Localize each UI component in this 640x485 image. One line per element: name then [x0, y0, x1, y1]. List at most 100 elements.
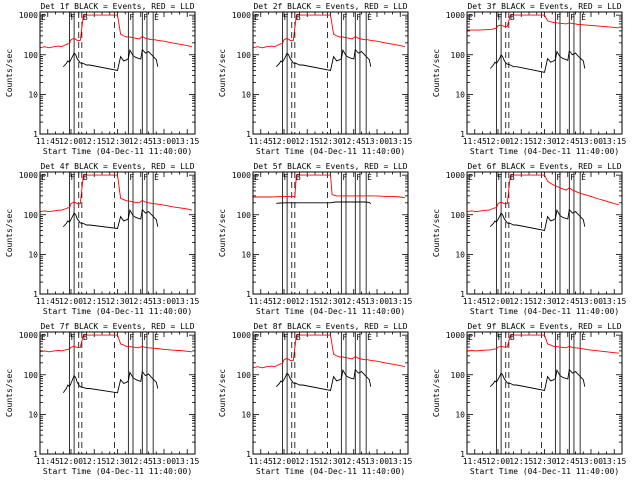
state-marker-label: F — [342, 13, 347, 22]
x-tick-label: 11:45 — [463, 457, 487, 466]
x-tick-label: 12:00 — [486, 297, 510, 306]
x-tick-label: 13:00 — [152, 137, 176, 146]
state-marker-label: F — [570, 333, 575, 342]
y-tick-label: 1000 — [232, 11, 251, 20]
state-marker-label: F — [283, 173, 288, 182]
panel-title: Det 8f BLACK = Events, RED = LLD — [253, 322, 407, 331]
y-tick-label: 1 — [246, 290, 251, 299]
state-marker-label: B — [83, 13, 88, 22]
x-tick-label: 11:45 — [249, 457, 273, 466]
x-tick-label: 12:15 — [82, 457, 106, 466]
x-tick-label: 13:15 — [175, 297, 199, 306]
state-marker-label: F — [70, 13, 75, 22]
panel-title: Det 9f BLACK = Events, RED = LLD — [467, 322, 621, 331]
x-tick-label: 13:15 — [388, 457, 412, 466]
x-axis-label: Start Time (04-Dec-11 11:40:00) — [256, 307, 405, 316]
state-marker-label: B — [296, 333, 301, 342]
x-tick-label: 12:15 — [509, 137, 533, 146]
x-tick-label: 11:45 — [463, 137, 487, 146]
state-marker-label: F — [497, 333, 502, 342]
x-tick-label: 13:00 — [579, 457, 603, 466]
y-axis-label: Counts/sec — [432, 209, 441, 257]
state-marker-label: E — [468, 333, 473, 342]
x-tick-label: 12:00 — [59, 137, 83, 146]
series-line-lld — [252, 14, 406, 49]
plot-frame — [466, 11, 623, 135]
state-marker-label: F — [129, 333, 134, 342]
state-marker-label: E — [581, 173, 586, 182]
x-tick-label: 11:45 — [249, 297, 273, 306]
x-tick-label: 11:45 — [36, 297, 60, 306]
y-tick-label: 100 — [451, 51, 466, 60]
state-marker-label: E — [41, 173, 46, 182]
series-line-lld — [466, 334, 619, 354]
y-axis-label: Counts/sec — [218, 369, 227, 417]
x-axis-label: Start Time (04-Dec-11 11:40:00) — [256, 467, 405, 476]
x-tick-label: 12:30 — [532, 457, 556, 466]
y-tick-label: 100 — [237, 211, 252, 220]
series-line-lld — [39, 334, 192, 353]
state-marker-label: E — [468, 13, 473, 22]
series-line-events — [275, 48, 372, 72]
state-marker-label: E — [367, 333, 372, 342]
x-tick-label: 11:45 — [249, 137, 273, 146]
state-marker-label: B — [510, 173, 515, 182]
x-tick-label: 13:00 — [152, 457, 176, 466]
state-marker-label: F — [143, 173, 148, 182]
y-tick-label: 1000 — [232, 331, 251, 340]
plot-frame — [252, 171, 409, 295]
plot-frame — [252, 331, 409, 455]
x-tick-label: 12:45 — [129, 297, 153, 306]
state-marker-label: B — [510, 333, 515, 342]
x-tick-label: 12:45 — [129, 137, 153, 146]
x-tick-label: 12:15 — [509, 297, 533, 306]
panel-7: Det 7f BLACK = Events, RED = LLD Counts/s… — [5, 322, 199, 476]
series-line-lld — [252, 334, 406, 369]
x-tick-label: 12:45 — [129, 457, 153, 466]
state-marker-label: F — [342, 173, 347, 182]
x-tick-label: 12:30 — [105, 457, 129, 466]
state-marker-label: E — [581, 13, 586, 22]
y-tick-label: 1 — [246, 130, 251, 139]
x-tick-label: 13:15 — [175, 457, 199, 466]
y-axis-label: Counts/sec — [218, 209, 227, 257]
plot-frame — [466, 331, 623, 455]
x-tick-label: 13:15 — [388, 137, 412, 146]
panel-1: Det 1f BLACK = Events, RED = LLD Counts/s… — [5, 2, 199, 156]
y-tick-label: 10 — [455, 410, 465, 419]
x-tick-label: 13:15 — [602, 457, 626, 466]
x-tick-label: 13:00 — [365, 297, 389, 306]
state-marker-label: F — [556, 173, 561, 182]
plot-frame — [39, 331, 196, 455]
y-tick-label: 1 — [460, 130, 465, 139]
state-marker-label: B — [296, 13, 301, 22]
state-marker-label: F — [570, 13, 575, 22]
state-marker-label: E — [581, 333, 586, 342]
state-marker-label: E — [41, 333, 46, 342]
panel-3: Det 3f BLACK = Events, RED = LLD Counts/s… — [432, 2, 626, 156]
state-marker-label: F — [570, 173, 575, 182]
x-tick-label: 13:15 — [602, 297, 626, 306]
y-tick-label: 10 — [241, 250, 251, 259]
x-tick-label: 12:45 — [342, 297, 366, 306]
x-tick-label: 13:15 — [175, 137, 199, 146]
state-marker-label: F — [356, 173, 361, 182]
panel-4: Det 4f BLACK = Events, RED = LLD Counts/s… — [5, 162, 199, 316]
x-tick-label: 12:15 — [509, 457, 533, 466]
y-tick-label: 1 — [33, 130, 38, 139]
x-tick-label: 12:30 — [318, 297, 342, 306]
x-axis-label: Start Time (04-Dec-11 11:40:00) — [43, 467, 192, 476]
y-tick-label: 100 — [24, 51, 39, 60]
plot-frame — [39, 11, 196, 135]
x-tick-label: 11:45 — [463, 297, 487, 306]
y-tick-label: 1000 — [232, 171, 251, 180]
series-line-events — [62, 208, 159, 229]
state-marker-label: E — [254, 333, 259, 342]
y-axis-label: Counts/sec — [5, 209, 14, 257]
x-tick-label: 12:00 — [59, 457, 83, 466]
state-marker-label: F — [497, 13, 502, 22]
y-tick-label: 10 — [28, 90, 38, 99]
x-tick-label: 12:00 — [272, 297, 296, 306]
x-tick-label: 12:30 — [318, 137, 342, 146]
series-line-events — [489, 208, 586, 232]
